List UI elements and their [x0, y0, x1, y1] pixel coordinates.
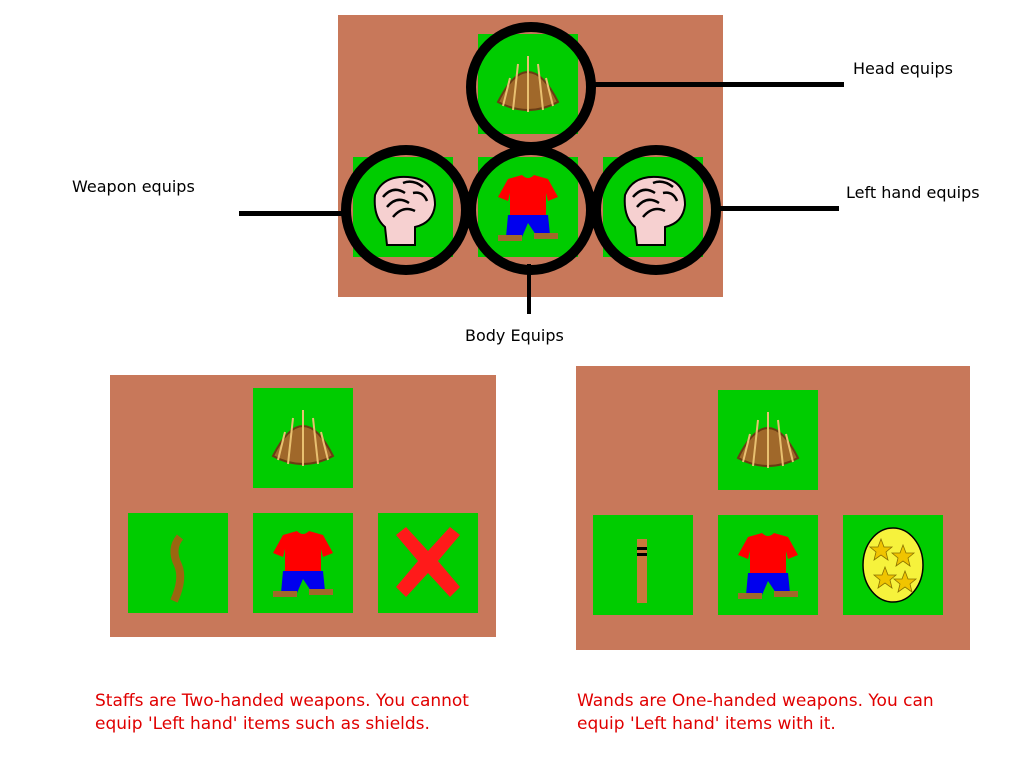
- straw-hat-icon: [272, 409, 334, 467]
- left-hand-slot-ring: [591, 145, 721, 275]
- wand-example-weapon-slot[interactable]: [593, 515, 693, 615]
- star-orb-icon: [862, 527, 924, 603]
- staff-icon: [128, 513, 228, 613]
- shirt-and-pants-icon: [738, 533, 798, 599]
- staff-example-body-slot[interactable]: [253, 513, 353, 613]
- weapon-slot-ring: [341, 145, 471, 275]
- wand-example-body-slot[interactable]: [718, 515, 818, 615]
- body-slot-ring: [466, 145, 596, 275]
- wand-example-left-hand-slot[interactable]: [843, 515, 943, 615]
- left-hand-equips-label: Left hand equips: [846, 183, 980, 202]
- staff-caption: Staffs are Two-handed weapons. You canno…: [95, 691, 469, 734]
- straw-hat-icon: [737, 411, 799, 469]
- wand-icon: [637, 539, 647, 603]
- red-x-icon: [396, 527, 460, 597]
- left-hand-callout-line: [719, 206, 839, 211]
- head-callout-line: [594, 82, 844, 87]
- shirt-and-pants-icon: [273, 531, 333, 597]
- head-slot-ring: [466, 22, 596, 152]
- body-equips-label: Body Equips: [465, 326, 564, 345]
- body-callout-line: [527, 264, 531, 314]
- wand-example-head-slot[interactable]: [718, 390, 818, 490]
- staff-example-weapon-slot[interactable]: [128, 513, 228, 613]
- staff-example-left-hand-slot[interactable]: [378, 513, 478, 613]
- weapon-equips-label: Weapon equips: [72, 177, 195, 196]
- staff-example-head-slot[interactable]: [253, 388, 353, 488]
- head-equips-label: Head equips: [853, 59, 953, 78]
- wand-caption: Wands are One-handed weapons. You can eq…: [577, 691, 934, 734]
- weapon-callout-line: [239, 211, 343, 216]
